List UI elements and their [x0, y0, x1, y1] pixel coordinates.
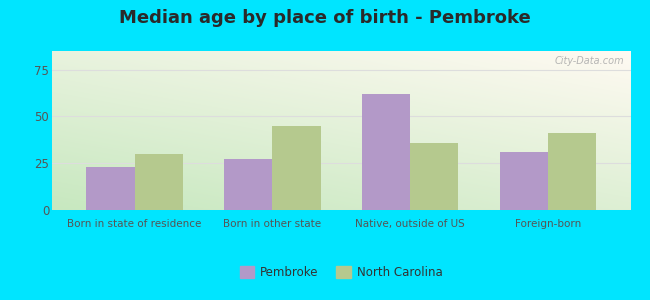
Bar	[362, 94, 410, 210]
Legend: Pembroke, North Carolina: Pembroke, North Carolina	[235, 261, 447, 284]
Bar	[135, 154, 183, 210]
Text: City-Data.com: City-Data.com	[555, 56, 625, 66]
Bar	[272, 126, 320, 210]
Bar	[224, 160, 272, 210]
Bar	[86, 167, 135, 210]
Bar	[548, 133, 596, 210]
Bar	[410, 143, 458, 210]
Bar	[500, 152, 548, 210]
Text: Median age by place of birth - Pembroke: Median age by place of birth - Pembroke	[119, 9, 531, 27]
